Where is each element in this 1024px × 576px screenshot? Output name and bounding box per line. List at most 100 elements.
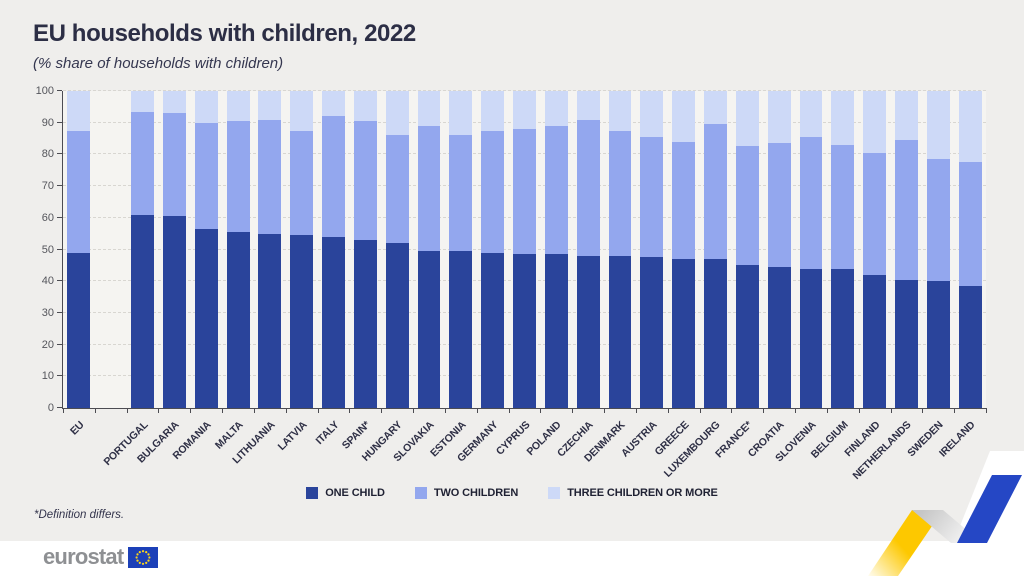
bar-greece <box>672 91 696 408</box>
bar-eu <box>67 91 91 408</box>
y-tick-0 <box>57 407 62 408</box>
x-tick-15 <box>540 408 542 413</box>
bar-segment-three-children-or-more-cyprus <box>513 91 536 130</box>
x-tick-6 <box>253 408 255 413</box>
legend-item-one-child: ONE CHILD <box>306 487 385 499</box>
bar-slot <box>254 91 286 408</box>
bar-segment-three-children-or-more-austria <box>640 91 664 137</box>
legend-label-three-children-or-more: THREE CHILDREN OR MORE <box>567 487 718 499</box>
bar-slot <box>604 91 636 408</box>
x-tick-7 <box>285 408 287 413</box>
bar-segment-one-child-bulgaria <box>162 216 186 408</box>
y-axis-label-60: 60 <box>41 211 54 224</box>
bar-slot <box>127 91 159 408</box>
bar-segment-two-children-germany <box>481 130 505 253</box>
zigzag-ribbon-decoration <box>868 451 1024 576</box>
spacer-slot <box>95 91 127 408</box>
bar-segment-two-children-slovenia <box>799 136 823 269</box>
legend-item-two-children: TWO CHILDREN <box>414 487 518 499</box>
bar-segment-three-children-or-more-sweden <box>926 91 950 160</box>
legend-swatch-two-children <box>414 487 427 499</box>
bar-segment-two-children-malta <box>226 121 250 233</box>
x-tick-9 <box>349 408 351 413</box>
bar-slot <box>222 91 254 408</box>
y-tick-90 <box>57 121 62 123</box>
y-tick-50 <box>57 248 62 250</box>
x-tick-16 <box>572 408 574 413</box>
bar-segment-two-children-luxembourg <box>704 124 727 260</box>
bar-segment-two-children-belgium <box>831 144 855 269</box>
bar-romania <box>194 91 218 408</box>
y-axis-label-20: 20 <box>41 338 54 351</box>
bar-segment-two-children-cyprus <box>513 129 536 255</box>
bar-austria <box>640 91 664 408</box>
bar-segment-two-children-spain <box>353 121 377 240</box>
y-tick-40 <box>57 280 62 282</box>
y-axis-label-70: 70 <box>41 180 54 193</box>
bar-segment-three-children-or-more-portugal <box>131 91 155 112</box>
y-axis-labels: 0 10 20 30 40 50 60 70 80 90 100 <box>20 85 54 414</box>
x-tick-18 <box>635 408 637 413</box>
bar-segment-one-child-sweden <box>926 281 950 408</box>
bar-segment-one-child-germany <box>481 252 505 408</box>
bar-segment-one-child-eu <box>67 252 91 408</box>
bar-segment-one-child-slovakia <box>417 251 441 408</box>
bar-segment-one-child-luxembourg <box>704 259 727 408</box>
bar-slot <box>413 91 445 408</box>
bar-sweden <box>926 91 950 408</box>
bar-croatia <box>767 91 791 408</box>
bar-segment-three-children-or-more-latvia <box>290 91 314 131</box>
bar-segment-two-children-romania <box>194 122 218 229</box>
bar-segment-one-child-croatia <box>767 266 791 408</box>
bar-segment-three-children-or-more-malta <box>226 91 250 122</box>
bar-segment-two-children-ireland <box>958 162 982 286</box>
bar-germany <box>481 91 505 408</box>
bar-segment-one-child-lithuania <box>258 233 282 408</box>
page-title: EU households with children, 2022 <box>33 20 416 47</box>
bar-czechia <box>576 91 600 408</box>
bar-segment-three-children-or-more-czechia <box>576 91 600 120</box>
y-tick-30 <box>57 311 62 313</box>
bar-slot <box>859 91 891 408</box>
bar-bulgaria <box>162 91 186 408</box>
bar-slot <box>318 91 350 408</box>
bar-segment-three-children-or-more-hungary <box>385 91 409 136</box>
y-tick-10 <box>57 375 62 377</box>
bar-segment-one-child-netherlands <box>894 279 918 408</box>
bar-segment-three-children-or-more-belgium <box>831 91 855 145</box>
bar-segment-three-children-or-more-spain <box>353 91 377 122</box>
bar-slot <box>731 91 763 408</box>
bar-segment-three-children-or-more-greece <box>672 91 696 142</box>
bar-segment-three-children-or-more-croatia <box>767 91 791 144</box>
eurostat-logo-text: eurostat <box>43 544 124 569</box>
bar-segment-three-children-or-more-bulgaria <box>162 91 186 114</box>
x-tick-14 <box>508 408 510 413</box>
x-axis-labels: EU PORTUGAL BULGARIA ROMANIA MALTA LITHUANIA L… <box>62 412 985 484</box>
bar-lithuania <box>258 91 282 408</box>
bar-segment-one-child-cyprus <box>513 254 536 408</box>
bar-slot <box>63 91 95 408</box>
bar-segment-two-children-bulgaria <box>162 113 186 217</box>
bar-denmark <box>608 91 632 408</box>
bar-segment-three-children-or-more-romania <box>194 91 218 123</box>
y-tick-80 <box>57 153 62 155</box>
bar-segment-three-children-or-more-france <box>735 91 759 147</box>
bar-segment-two-children-slovakia <box>417 125 441 252</box>
bar-slot <box>763 91 795 408</box>
x-tick-3 <box>158 408 160 413</box>
bar-segment-three-children-or-more-italy <box>322 91 345 117</box>
bar-segment-three-children-or-more-slovakia <box>417 91 441 126</box>
bar-latvia <box>290 91 314 408</box>
bar-slot <box>286 91 318 408</box>
bar-slot <box>636 91 668 408</box>
bar-segment-one-child-spain <box>353 240 377 408</box>
x-tick-2 <box>126 408 128 413</box>
y-axis-label-100: 100 <box>35 85 54 97</box>
x-tick-28 <box>954 408 956 413</box>
x-tick-1 <box>94 408 96 413</box>
bar-estonia <box>449 91 473 408</box>
bar-segment-one-child-italy <box>322 236 345 408</box>
x-tick-10 <box>381 408 383 413</box>
bar-segment-three-children-or-more-luxembourg <box>704 91 727 125</box>
